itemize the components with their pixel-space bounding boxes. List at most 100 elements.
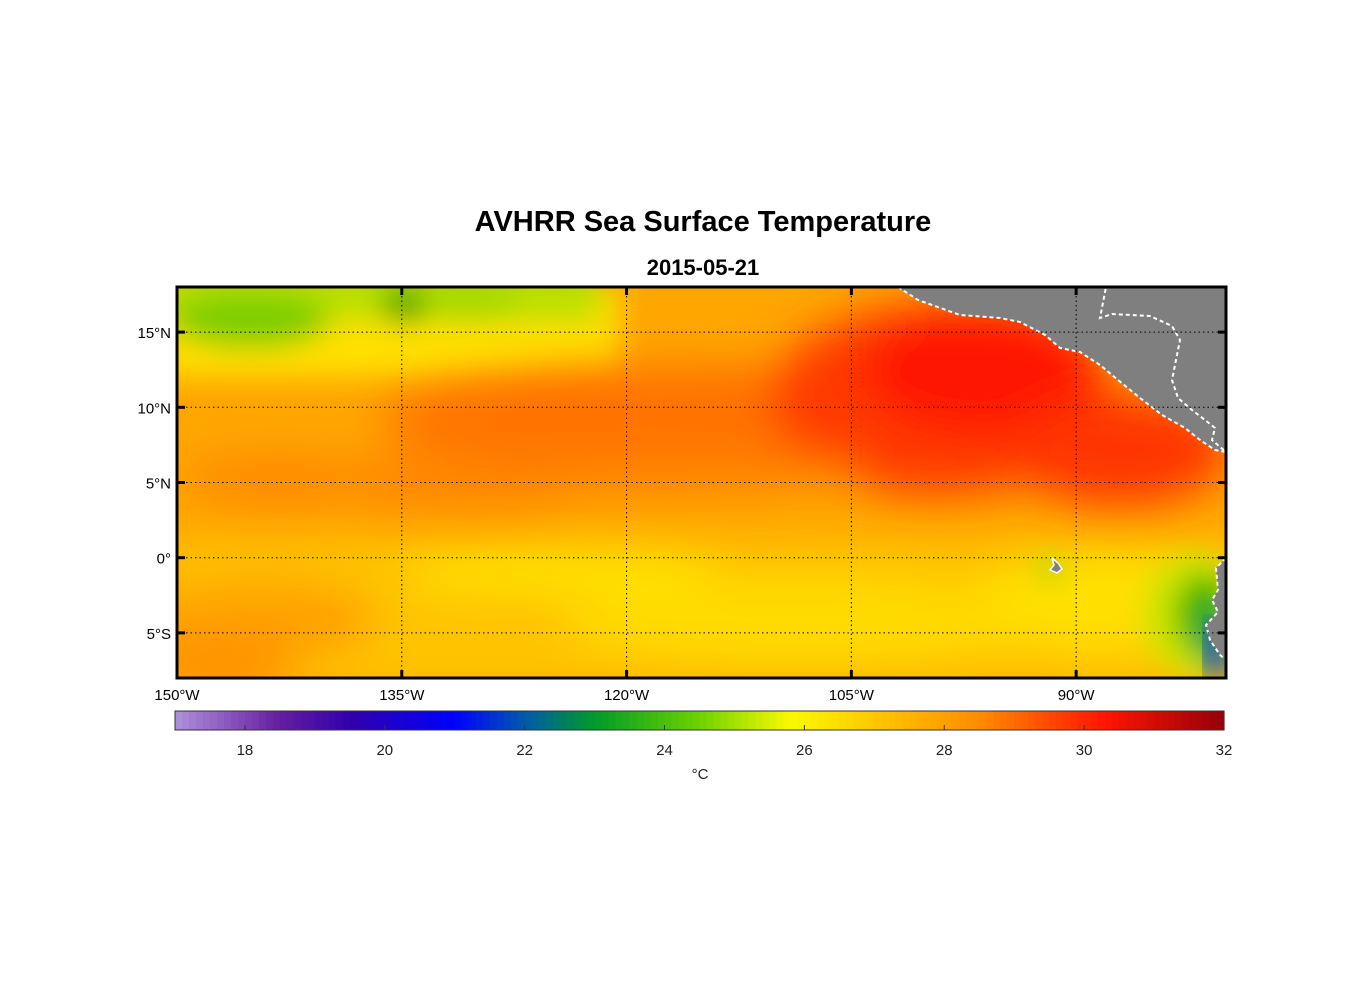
colorbar-swatch <box>909 711 917 730</box>
longitude-axis: 150°W 135°W 120°W 105°W 90°W <box>154 287 1095 704</box>
latitude-axis: 15°N 10°N 5°N 0° 5°S <box>137 325 1226 643</box>
colorbar-swatch <box>377 711 386 730</box>
colorbar-swatch <box>496 711 505 730</box>
colorbar-swatch <box>594 711 603 730</box>
colorbar-swatch <box>440 711 449 730</box>
colorbar-swatch <box>419 711 428 730</box>
colorbar-swatch <box>776 711 785 730</box>
colorbar-swatch <box>622 711 631 730</box>
colorbar-swatch <box>958 711 966 730</box>
colorbar-swatch <box>195 711 204 730</box>
colorbar-swatch <box>1056 711 1064 730</box>
colorbar-swatch <box>279 711 288 730</box>
colorbar-swatch <box>468 711 477 730</box>
colorbar-swatch <box>664 711 673 730</box>
colorbar-swatch <box>335 711 344 730</box>
colorbar-swatch <box>272 711 281 730</box>
colorbar-swatch <box>643 711 652 730</box>
lon-tick-label: 105°W <box>829 687 875 704</box>
colorbar-swatch <box>804 711 812 730</box>
colorbar-tick-label: 32 <box>1216 742 1233 759</box>
colorbar-swatch <box>175 711 183 730</box>
colorbar-swatch <box>832 711 840 730</box>
colorbar-swatch <box>545 711 554 730</box>
colorbar-swatch <box>510 711 519 730</box>
colorbar-swatch <box>699 711 708 730</box>
colorbar-swatch <box>1154 711 1162 730</box>
colorbar-swatch <box>524 711 533 730</box>
colorbar-swatch <box>881 711 889 730</box>
colorbar-swatch <box>461 711 470 730</box>
colorbar-tick-label: 24 <box>656 742 673 759</box>
colorbar-swatch <box>328 711 337 730</box>
colorbar-swatch <box>503 711 512 730</box>
colorbar-swatch <box>293 711 302 730</box>
colorbar-swatch <box>538 711 547 730</box>
colorbar-swatch <box>1140 711 1148 730</box>
colorbar-swatch <box>1175 711 1183 730</box>
colorbar-swatch <box>1147 711 1155 730</box>
colorbar-swatch <box>685 711 694 730</box>
colorbar-swatch <box>629 711 638 730</box>
colorbar-swatch <box>993 711 1001 730</box>
colorbar-swatch <box>482 711 491 730</box>
south-america-land <box>1204 556 1226 662</box>
colorbar-unit: °C <box>692 766 709 783</box>
colorbar-swatch <box>356 711 365 730</box>
lat-tick-label: 5°S <box>147 626 171 643</box>
colorbar-swatch <box>769 711 778 730</box>
colorbar-swatch <box>650 711 659 730</box>
colorbar-swatch <box>342 711 351 730</box>
colorbar-swatch <box>1035 711 1043 730</box>
colorbar-swatch <box>454 711 463 730</box>
colorbar-swatch <box>286 711 295 730</box>
colorbar-swatch <box>489 711 498 730</box>
colorbar-swatch <box>944 711 952 730</box>
central-america-land <box>896 287 1226 454</box>
colorbar-swatch <box>181 711 190 730</box>
colorbar-swatch <box>370 711 379 730</box>
colorbar-swatch <box>951 711 959 730</box>
colorbar-swatch <box>986 711 994 730</box>
colorbar-swatch <box>202 711 211 730</box>
colorbar-swatch <box>1217 711 1225 730</box>
colorbar-swatch <box>188 711 197 730</box>
colorbar-swatch <box>391 711 400 730</box>
colorbar-swatch <box>552 711 561 730</box>
lat-tick-label: 5°N <box>146 476 171 493</box>
colorbar-swatch <box>230 711 239 730</box>
colorbar-swatch <box>902 711 910 730</box>
colorbar-swatch <box>1203 711 1211 730</box>
colorbar-swatch <box>314 711 323 730</box>
colorbar-swatch <box>895 711 903 730</box>
colorbar-swatch <box>1210 711 1218 730</box>
map-subtitle: 2015-05-21 <box>646 255 760 280</box>
colorbar-swatch <box>405 711 414 730</box>
colorbar-swatch <box>615 711 624 730</box>
colorbar-swatch <box>412 711 421 730</box>
colorbar-swatch <box>888 711 896 730</box>
colorbar-swatch <box>706 711 715 730</box>
colorbar-tick-label: 18 <box>237 742 254 759</box>
colorbar-swatch <box>384 711 393 730</box>
colorbar-swatch <box>727 711 736 730</box>
colorbar-swatch <box>1042 711 1050 730</box>
colorbar-swatch <box>433 711 442 730</box>
galapagos-land <box>1048 555 1064 574</box>
colorbar-swatch <box>762 711 771 730</box>
colorbar-swatch <box>839 711 847 730</box>
lat-tick-label: 10°N <box>137 400 171 417</box>
colorbar-swatch <box>923 711 931 730</box>
colorbar-swatch <box>1105 711 1113 730</box>
colorbar-swatch <box>818 711 826 730</box>
colorbar-swatch <box>587 711 596 730</box>
lon-tick-label: 150°W <box>154 687 200 704</box>
colorbar-swatch <box>1077 711 1085 730</box>
colorbar-swatch <box>825 711 833 730</box>
colorbar-swatch <box>1196 711 1204 730</box>
colorbar-swatch <box>1182 711 1190 730</box>
colorbar-swatch <box>860 711 868 730</box>
colorbar-swatch <box>1084 711 1092 730</box>
colorbar-swatch <box>258 711 267 730</box>
colorbar-swatch <box>811 711 819 730</box>
